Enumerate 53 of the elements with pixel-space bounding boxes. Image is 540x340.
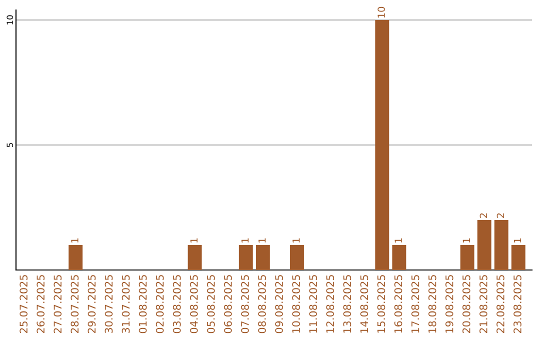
bar [290, 245, 304, 270]
x-tick-label: 19.08.2025 [445, 275, 454, 333]
bar [256, 245, 270, 270]
x-tick-label: 09.08.2025 [275, 275, 283, 334]
x-tick-label: 26.07.2025 [36, 275, 45, 334]
x-tick-label: 17.08.2025 [411, 275, 420, 333]
data-label: 1 [462, 238, 470, 243]
bar [494, 220, 508, 270]
x-tick-label: 27.07.2025 [54, 275, 62, 334]
bar [511, 245, 526, 270]
data-label: 2 [480, 213, 487, 218]
data-label: 1 [71, 238, 78, 243]
x-tick-label: 22.08.2025 [496, 275, 504, 334]
x-tick-label: 07.08.2025 [241, 275, 249, 334]
data-label: 10 [378, 6, 385, 18]
data-label: 1 [292, 238, 300, 243]
x-tick-label: 04.08.2025 [190, 275, 198, 334]
bar [375, 20, 390, 270]
x-tick-label: 30.07.2025 [104, 275, 113, 334]
x-tick-label: 16.08.2025 [394, 275, 402, 333]
data-label: 1 [258, 238, 266, 243]
x-tick-label: 23.08.2025 [514, 275, 522, 334]
x-tick-label: 25.07.2025 [20, 275, 28, 334]
x-tick-label: 08.08.2025 [258, 275, 266, 334]
bar [238, 245, 253, 270]
x-tick-label: 29.07.2025 [88, 275, 96, 334]
data-label: 1 [514, 238, 522, 243]
x-tick-label: 10.08.2025 [292, 275, 300, 333]
x-tick-label: 01.08.2025 [138, 275, 147, 334]
bar [477, 220, 492, 270]
x-tick-label: 11.08.2025 [309, 275, 318, 333]
x-tick-label: 28.07.2025 [70, 275, 79, 334]
x-tick-label: 14.08.2025 [360, 275, 368, 333]
data-label: 2 [496, 213, 504, 218]
x-tick-label: 15.08.2025 [377, 275, 386, 333]
y-tick-label: 5 [6, 143, 13, 148]
data-label: 1 [241, 238, 249, 243]
x-tick-label: 05.08.2025 [206, 275, 215, 334]
bar [68, 245, 83, 270]
x-tick-label: 18.08.2025 [428, 275, 436, 333]
x-tick-label: 03.08.2025 [172, 275, 181, 334]
data-label: 1 [190, 238, 198, 243]
bar [392, 245, 406, 270]
x-tick-label: 31.07.2025 [122, 275, 130, 334]
x-tick-label: 21.08.2025 [479, 275, 488, 334]
x-tick-label: 02.08.2025 [156, 275, 164, 334]
x-tick-label: 20.08.2025 [462, 275, 470, 334]
data-label: 1 [394, 238, 402, 243]
x-tick-label: 13.08.2025 [343, 275, 352, 333]
bar [188, 245, 202, 270]
x-tick-label: 06.08.2025 [224, 275, 232, 334]
x-tick-label: 12.08.2025 [326, 275, 334, 333]
bar [460, 245, 474, 270]
